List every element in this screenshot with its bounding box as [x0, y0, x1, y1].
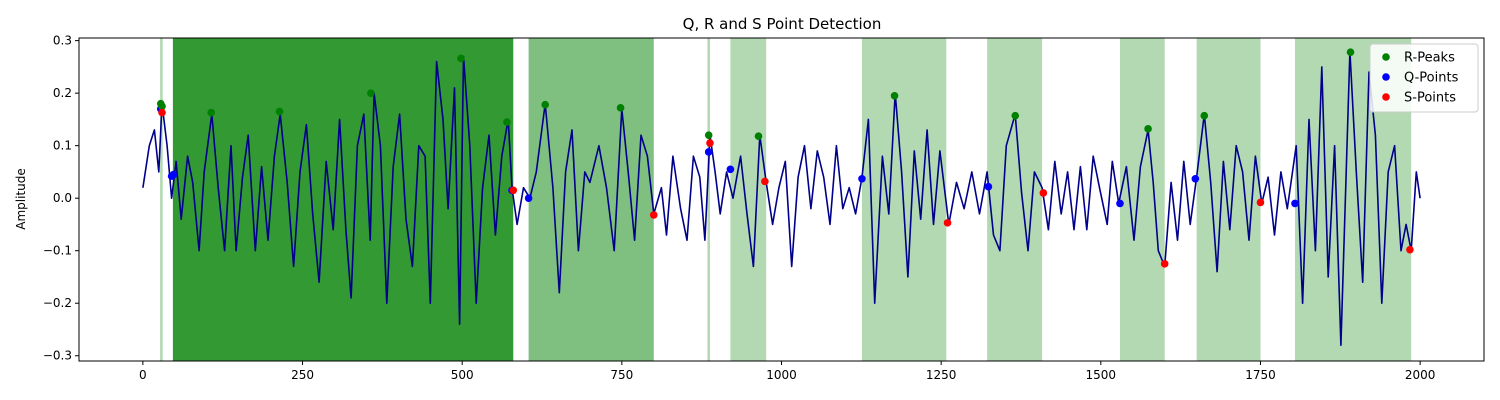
legend-marker-q-points [1382, 73, 1390, 81]
y-axis-ticks: −0.3 −0.2 −0.1 0.0 0.1 0.2 0.3 [43, 34, 79, 363]
s-points-point-9 [1256, 198, 1265, 207]
shaded-region-6 [861, 38, 947, 361]
legend-marker-r-peaks [1382, 53, 1390, 61]
legend-marker-s-points [1382, 93, 1390, 101]
y-tick-label: 0.0 [53, 191, 72, 205]
q-points-point-12 [1291, 199, 1299, 208]
r-peaks-point-5 [367, 89, 375, 97]
shaded-region-1 [160, 38, 163, 361]
y-tick-label: 0.2 [53, 86, 72, 100]
shaded-regions [160, 38, 1412, 361]
y-axis-label: Amplitude [14, 168, 28, 230]
r-peaks-point-16 [1346, 48, 1355, 56]
q-points-point-3 [169, 170, 178, 179]
x-tick-label: 1000 [766, 368, 797, 382]
x-tick-label: 500 [451, 368, 474, 382]
shaded-region-8 [1119, 38, 1165, 361]
shaded-region-5 [730, 38, 767, 361]
x-tick-label: 2000 [1405, 368, 1436, 382]
r-peaks-point-8 [541, 100, 550, 109]
legend-label-q-points: Q-Points [1404, 71, 1459, 86]
s-points-point-5 [761, 177, 769, 186]
r-peaks-point-3 [207, 108, 215, 117]
detected-points [156, 48, 1414, 268]
legend-box [1369, 43, 1479, 113]
r-peaks-point-2 [158, 102, 166, 111]
q-points-point-9 [984, 182, 993, 191]
x-tick-label: 250 [291, 368, 314, 382]
s-points-point-10 [1406, 245, 1414, 254]
r-peaks-point-15 [1200, 111, 1209, 120]
r-peaks-point-12 [890, 91, 899, 100]
q-points-point-7 [726, 165, 735, 174]
shaded-region-3 [528, 38, 654, 361]
x-tick-label: 1750 [1245, 368, 1276, 382]
s-points-point-3 [649, 211, 658, 219]
x-tick-label: 1500 [1086, 368, 1117, 382]
s-points-point-1 [158, 108, 166, 117]
q-points-point-11 [1191, 174, 1200, 183]
chart-title: Q, R and S Point Detection [683, 15, 882, 33]
shaded-region-9 [1196, 38, 1261, 361]
r-peaks-point-4 [275, 107, 284, 116]
q-points-point-5 [524, 194, 533, 202]
legend-label-s-points: S-Points [1404, 91, 1456, 106]
shaded-region-4 [707, 38, 710, 361]
x-tick-label: 750 [610, 368, 633, 382]
q-points-point-10 [1116, 199, 1124, 208]
y-tick-label: 0.1 [53, 139, 72, 153]
legend: R-Peaks Q-Points S-Points [1369, 43, 1479, 113]
y-tick-label: −0.3 [43, 349, 72, 363]
s-points-point-2 [509, 186, 518, 195]
s-points-point-4 [706, 139, 714, 147]
r-peaks-point-9 [616, 104, 625, 112]
shaded-region-7 [987, 38, 1043, 361]
r-peaks-point-6 [457, 54, 465, 63]
r-peaks-point-14 [1144, 125, 1152, 133]
r-peaks-point-10 [704, 131, 713, 139]
q-points-point-8 [858, 174, 866, 183]
y-tick-label: −0.1 [43, 244, 72, 258]
legend-label-r-peaks: R-Peaks [1404, 51, 1455, 66]
y-tick-label: −0.2 [43, 296, 72, 310]
x-tick-label: 1250 [926, 368, 957, 382]
x-axis-ticks: 0 250 500 750 1000 1250 1500 1750 2000 [139, 361, 1435, 382]
ecg-signal-line [142, 50, 1421, 346]
r-peaks-point-13 [1011, 111, 1020, 120]
r-peaks-point-7 [503, 118, 511, 126]
s-points-point-6 [943, 219, 952, 227]
x-tick-label: 0 [139, 368, 147, 382]
y-tick-label: 0.3 [53, 34, 72, 48]
r-peaks-point-11 [754, 132, 763, 141]
q-points-point-6 [704, 148, 713, 156]
s-points-point-7 [1039, 189, 1048, 197]
s-points-point-8 [1160, 260, 1169, 268]
